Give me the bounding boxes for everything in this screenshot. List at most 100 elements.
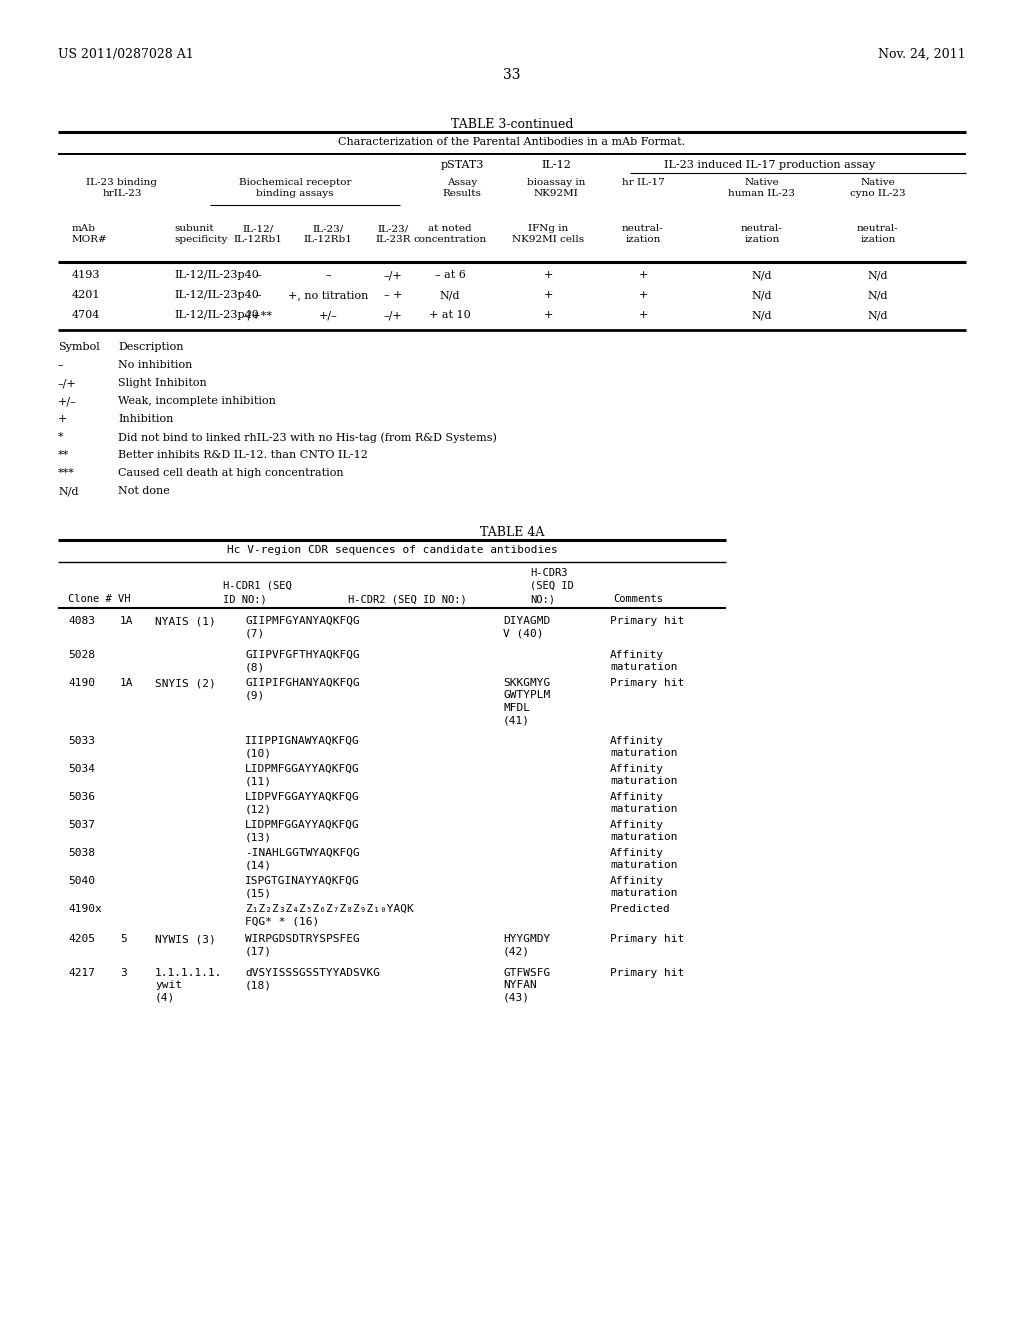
Text: hr IL-17: hr IL-17: [622, 178, 665, 187]
Text: 5040: 5040: [68, 876, 95, 886]
Text: **: **: [58, 450, 70, 459]
Text: Better inhibits R&D IL-12. than CNTO IL-12: Better inhibits R&D IL-12. than CNTO IL-…: [118, 450, 368, 459]
Text: IL-12/IL-23p40: IL-12/IL-23p40: [174, 310, 259, 319]
Text: SNYIS (2): SNYIS (2): [155, 678, 216, 688]
Text: Clone # VH: Clone # VH: [68, 594, 130, 605]
Text: Description: Description: [118, 342, 183, 352]
Text: mAb
MOR#: mAb MOR#: [72, 224, 108, 244]
Text: IL-23 binding
hrIL-23: IL-23 binding hrIL-23: [86, 178, 158, 198]
Text: N/d: N/d: [58, 486, 79, 496]
Text: Primary hit: Primary hit: [610, 968, 684, 978]
Text: LIDPVFGGAYYAQKFQG
(12): LIDPVFGGAYYAQKFQG (12): [245, 792, 359, 814]
Text: +: +: [638, 310, 648, 319]
Text: Affinity
maturation: Affinity maturation: [610, 764, 678, 787]
Text: N/d: N/d: [752, 290, 772, 300]
Text: bioassay in
NK92MI: bioassay in NK92MI: [526, 178, 585, 198]
Text: –/+: –/+: [58, 378, 77, 388]
Text: Predicted: Predicted: [610, 904, 671, 913]
Text: –/+**: –/+**: [243, 310, 273, 319]
Text: HYYGMDY
(42): HYYGMDY (42): [503, 935, 550, 957]
Text: *: *: [58, 432, 63, 442]
Text: GTFWSFG
NYFAN
(43): GTFWSFG NYFAN (43): [503, 968, 550, 1003]
Text: 4704: 4704: [72, 310, 100, 319]
Text: –: –: [58, 360, 63, 370]
Text: –: –: [326, 271, 331, 280]
Text: +/–: +/–: [58, 396, 77, 407]
Text: ID NO:): ID NO:): [223, 594, 266, 605]
Text: LIDPMFGGAYYAQKFQG
(13): LIDPMFGGAYYAQKFQG (13): [245, 820, 359, 842]
Text: Z₁Z₂Z₃Z₄Z₅Z₆Z₇Z₈Z₉Z₁₀YAQK
FQG* * (16): Z₁Z₂Z₃Z₄Z₅Z₆Z₇Z₈Z₉Z₁₀YAQK FQG* * (16): [245, 904, 414, 927]
Text: 4190: 4190: [68, 678, 95, 688]
Text: LIDPMFGGAYYAQKFQG
(11): LIDPMFGGAYYAQKFQG (11): [245, 764, 359, 787]
Text: 5028: 5028: [68, 649, 95, 660]
Text: 4217: 4217: [68, 968, 95, 978]
Text: N/d: N/d: [867, 290, 888, 300]
Text: 5037: 5037: [68, 820, 95, 830]
Text: Comments: Comments: [613, 594, 663, 605]
Text: Primary hit: Primary hit: [610, 935, 684, 944]
Text: Native
human IL-23: Native human IL-23: [728, 178, 796, 198]
Text: H-CDR3: H-CDR3: [530, 568, 567, 578]
Text: Native
cyno IL-23: Native cyno IL-23: [850, 178, 906, 198]
Text: DIYAGMD
V (40): DIYAGMD V (40): [503, 616, 550, 639]
Text: GIIPVFGFTHYAQKFQG
(8): GIIPVFGFTHYAQKFQG (8): [245, 649, 359, 672]
Text: +: +: [544, 310, 553, 319]
Text: +/–: +/–: [318, 310, 337, 319]
Text: Primary hit: Primary hit: [610, 678, 684, 688]
Text: Weak, incomplete inhibition: Weak, incomplete inhibition: [118, 396, 275, 407]
Text: 4193: 4193: [72, 271, 100, 280]
Text: Symbol: Symbol: [58, 342, 99, 352]
Text: –/+: –/+: [384, 271, 402, 280]
Text: neutral-
ization: neutral- ization: [623, 224, 664, 244]
Text: 5034: 5034: [68, 764, 95, 774]
Text: H-CDR2 (SEQ ID NO:): H-CDR2 (SEQ ID NO:): [348, 594, 467, 605]
Text: – at 6: – at 6: [434, 271, 466, 280]
Text: Affinity
maturation: Affinity maturation: [610, 649, 678, 672]
Text: –: –: [255, 290, 261, 300]
Text: –: –: [255, 271, 261, 280]
Text: at noted
concentration: at noted concentration: [414, 224, 486, 244]
Text: GIIPIFGHANYAQKFQG
(9): GIIPIFGHANYAQKFQG (9): [245, 678, 359, 701]
Text: 5038: 5038: [68, 847, 95, 858]
Text: ISPGTGINAYYAQKFQG
(15): ISPGTGINAYYAQKFQG (15): [245, 876, 359, 899]
Text: +: +: [638, 290, 648, 300]
Text: NYAIS (1): NYAIS (1): [155, 616, 216, 626]
Text: N/d: N/d: [867, 271, 888, 280]
Text: Did not bind to linked rhIL-23 with no His-tag (from R&D Systems): Did not bind to linked rhIL-23 with no H…: [118, 432, 497, 442]
Text: Slight Inhibiton: Slight Inhibiton: [118, 378, 207, 388]
Text: IL-23/
IL-23R: IL-23/ IL-23R: [375, 224, 411, 244]
Text: IFNg in
NK92MI cells: IFNg in NK92MI cells: [512, 224, 584, 244]
Text: ***: ***: [58, 469, 75, 478]
Text: Biochemical receptor
binding assays: Biochemical receptor binding assays: [239, 178, 351, 198]
Text: IL-12: IL-12: [541, 160, 571, 170]
Text: 1A: 1A: [120, 678, 133, 688]
Text: 33: 33: [503, 69, 521, 82]
Text: NO:): NO:): [530, 594, 555, 605]
Text: –/+: –/+: [384, 310, 402, 319]
Text: Affinity
maturation: Affinity maturation: [610, 792, 678, 814]
Text: Affinity
maturation: Affinity maturation: [610, 876, 678, 899]
Text: Primary hit: Primary hit: [610, 616, 684, 626]
Text: IL-23/
IL-12Rb1: IL-23/ IL-12Rb1: [303, 224, 352, 244]
Text: +, no titration: +, no titration: [288, 290, 369, 300]
Text: 3: 3: [120, 968, 127, 978]
Text: +: +: [638, 271, 648, 280]
Text: GIIPMFGYANYAQKFQG
(7): GIIPMFGYANYAQKFQG (7): [245, 616, 359, 639]
Text: WIRPGDSDTRYSPSFEG
(17): WIRPGDSDTRYSPSFEG (17): [245, 935, 359, 957]
Text: +: +: [58, 414, 68, 424]
Text: neutral-
ization: neutral- ization: [741, 224, 783, 244]
Text: Affinity
maturation: Affinity maturation: [610, 820, 678, 842]
Text: IL-23 induced IL-17 production assay: IL-23 induced IL-17 production assay: [665, 160, 876, 170]
Text: TABLE 4A: TABLE 4A: [480, 525, 544, 539]
Text: 5036: 5036: [68, 792, 95, 803]
Text: 4205: 4205: [68, 935, 95, 944]
Text: Affinity
maturation: Affinity maturation: [610, 847, 678, 870]
Text: Assay
Results: Assay Results: [442, 178, 481, 198]
Text: Not done: Not done: [118, 486, 170, 496]
Text: N/d: N/d: [867, 310, 888, 319]
Text: 5033: 5033: [68, 737, 95, 746]
Text: 1A: 1A: [120, 616, 133, 626]
Text: neutral-
ization: neutral- ization: [857, 224, 899, 244]
Text: +: +: [544, 290, 553, 300]
Text: IIIPPIGNAWYAQKFQG
(10): IIIPPIGNAWYAQKFQG (10): [245, 737, 359, 759]
